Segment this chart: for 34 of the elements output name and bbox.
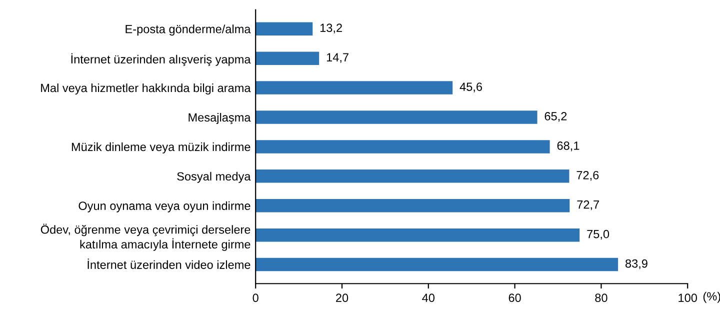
bar [256,110,538,124]
y-tick-label: Sosyal medya [177,172,251,183]
data-label: 75,0 [587,230,610,240]
x-tick-label: 40 [422,294,435,302]
data-label: 65,2 [544,112,567,122]
x-tick-label: 0 [252,294,258,302]
bar [256,258,618,272]
x-tick-label: 100 [678,294,697,302]
data-label: 72,6 [576,170,599,181]
y-tick-label: İnternet üzerinden video izleme [88,258,250,269]
bar [256,22,313,36]
y-tick-label: Ödev, öğrenme veya çevrimiçi derselere katılma amacıyla İnternete girme [40,224,250,251]
x-tick-label: 20 [336,294,348,302]
x-tick-label: 80 [595,294,608,302]
y-tick-label: Mal veya hizmetler hakkında bilgi arama [41,84,251,95]
data-label: 83,9 [626,259,648,270]
y-tick-label: Müzik dinleme veya müzik indirme [72,142,250,154]
data-label: 72,7 [577,200,599,210]
x-tick-label: 60 [508,294,521,302]
data-label: 45,6 [460,82,482,92]
data-label: 13,2 [320,24,342,34]
data-label: 14,7 [326,53,348,63]
bar [256,198,570,212]
bar [256,228,580,242]
bar [256,52,320,65]
bar [256,140,550,154]
y-tick-label: E-posta gönderme/alma [126,24,251,36]
bar [256,81,453,94]
y-tick-label: Oyun oynama veya oyun indirme [78,201,250,212]
y-tick-label: Mesajlaşma [188,112,251,124]
y-tick-label: İnternet üzerinden alışveriş yapma [71,53,251,66]
data-label: 68,1 [557,142,580,152]
bar [256,170,570,183]
x-axis-title: (%) [703,292,720,303]
